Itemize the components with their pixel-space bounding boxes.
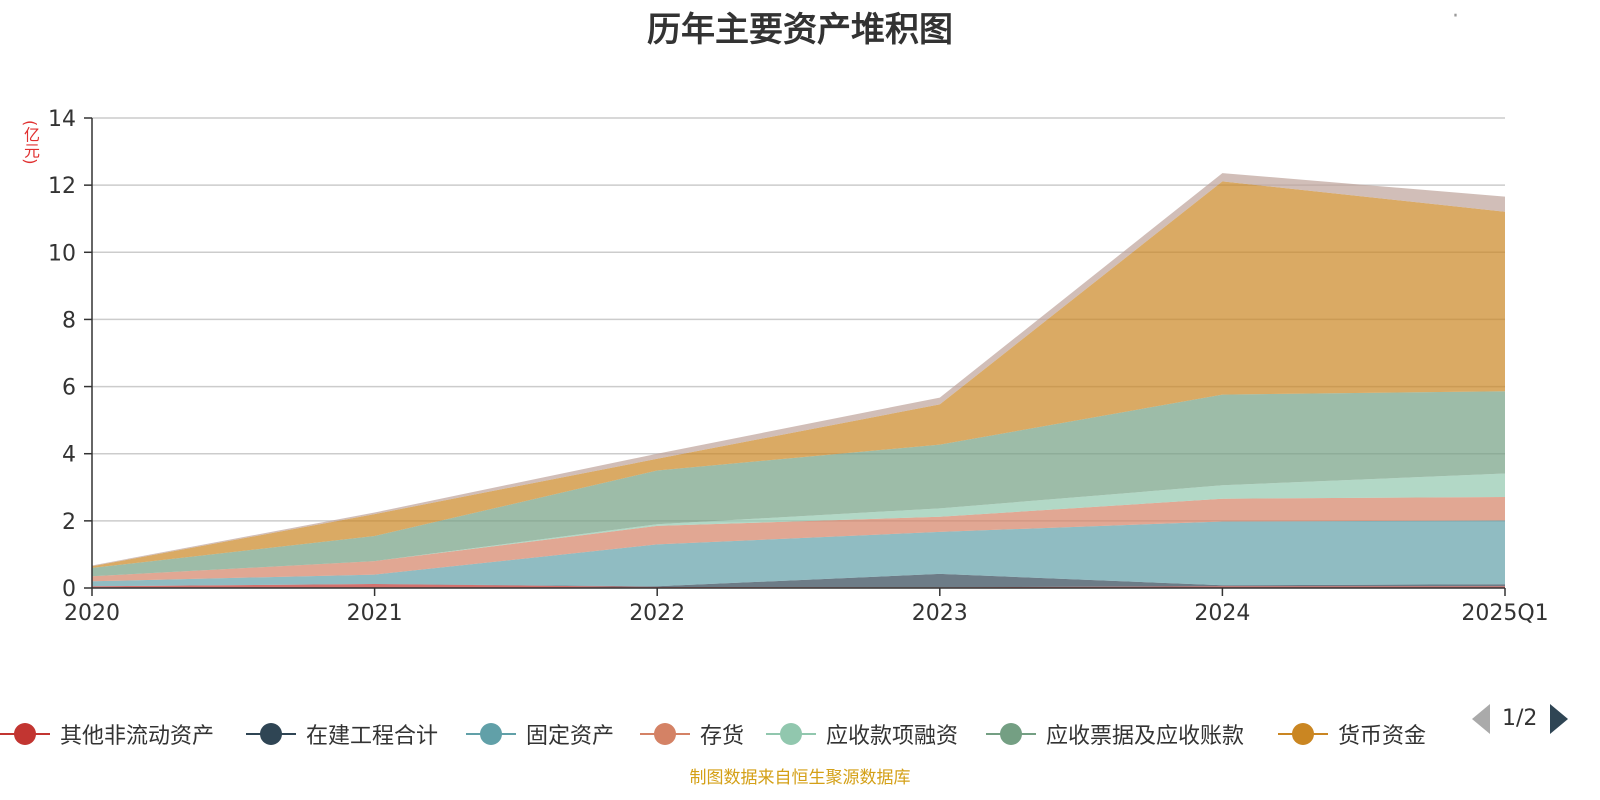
stacked-area-chart: 0 2 4 6 8 10 12 14 2020 2021 2022 2023 2024 2025Q1 — [48, 107, 1549, 626]
legend-page-indicator: 1/2 — [1502, 706, 1538, 731]
legend-item[interactable]: 其他非流动资产 — [0, 716, 214, 752]
tick-labels: 0 2 4 6 8 10 12 14 2020 2021 2022 2023 2024 2025Q1 — [48, 107, 1549, 626]
axes — [84, 117, 1506, 596]
area-series-6 — [92, 181, 1505, 568]
legend-marker-icon — [1278, 722, 1328, 746]
legend-item[interactable]: 货币资金 — [1278, 716, 1426, 752]
legend: 其他非流动资产 在建工程合计 固定资产 存货 应收款项融资 应收票据及应收账款 货币资金 — [0, 716, 1600, 752]
legend-label: 固定资产 — [526, 724, 615, 749]
x-tick-label: 2023 — [912, 601, 968, 626]
area-series-1 — [92, 573, 1505, 588]
legend-label: 应收款项融资 — [826, 724, 959, 749]
legend-item[interactable]: 在建工程合计 — [246, 716, 438, 752]
area-series-3 — [92, 497, 1505, 582]
x-tick-label: 2022 — [629, 601, 685, 626]
source-note: 制图数据来自恒生聚源数据库 — [689, 768, 911, 788]
y-tick-label: 4 — [62, 443, 76, 468]
area-series-0 — [92, 584, 1505, 588]
area-series-4 — [92, 473, 1505, 577]
legend-overflow-indicator: · — [1452, 4, 1459, 29]
legend-marker-icon — [246, 722, 296, 746]
area-series — [92, 173, 1505, 588]
area-series-5 — [92, 391, 1505, 577]
y-tick-label: 10 — [48, 241, 76, 266]
y-axis-unit-label: (亿元) — [21, 120, 40, 165]
x-tick-label: 2024 — [1194, 601, 1250, 626]
y-tick-label: 12 — [48, 174, 76, 199]
legend-marker-icon — [0, 722, 50, 746]
legend-item[interactable]: 存货 — [640, 716, 744, 752]
x-tick-label: 2020 — [64, 601, 120, 626]
legend-label: 在建工程合计 — [306, 724, 439, 749]
y-tick-label: 8 — [62, 308, 76, 333]
legend-pager: 1/2 — [1472, 704, 1600, 734]
legend-prev-page-icon[interactable] — [1472, 704, 1490, 734]
y-tick-label: 6 — [62, 376, 76, 401]
legend-marker-icon — [986, 722, 1036, 746]
legend-item[interactable]: 应收票据及应收账款 — [986, 716, 1244, 752]
x-tick-label: 2025Q1 — [1461, 601, 1548, 626]
area-series-2 — [92, 520, 1505, 587]
legend-item[interactable]: 应收款项融资 — [766, 716, 958, 752]
legend-marker-icon — [640, 722, 690, 746]
legend-next-page-icon[interactable] — [1550, 704, 1568, 734]
legend-label: 其他非流动资产 — [60, 724, 215, 749]
y-tick-label: 0 — [62, 577, 76, 602]
legend-label: 存货 — [700, 724, 745, 749]
y-tick-label: 2 — [62, 510, 76, 535]
chart-title: 历年主要资产堆积图 — [647, 10, 953, 50]
legend-label: 货币资金 — [1338, 724, 1427, 749]
x-tick-label: 2021 — [347, 601, 403, 626]
legend-item[interactable]: 固定资产 — [466, 716, 614, 752]
y-tick-label: 14 — [48, 107, 76, 132]
legend-marker-icon — [766, 722, 816, 746]
legend-marker-icon — [466, 722, 516, 746]
legend-label: 应收票据及应收账款 — [1046, 724, 1245, 749]
